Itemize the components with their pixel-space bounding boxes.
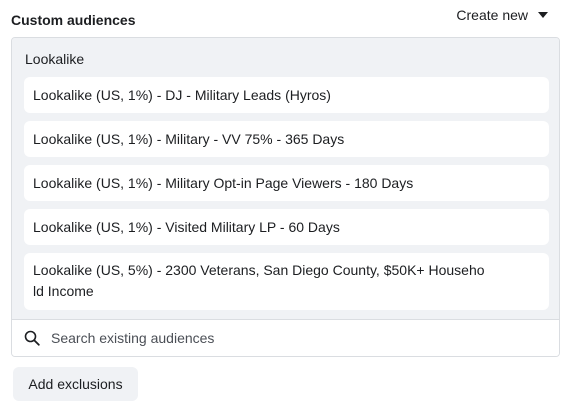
caret-down-icon (538, 12, 548, 18)
list-item[interactable]: Lookalike (US, 1%) - Military - VV 75% -… (24, 121, 549, 157)
list-item[interactable]: Lookalike (US, 1%) - Military Opt-in Pag… (24, 165, 549, 201)
list-item[interactable]: Lookalike (US, 1%) - DJ - Military Leads… (24, 77, 549, 113)
create-new-label: Create new (456, 7, 528, 23)
list-item[interactable]: Lookalike (US, 1%) - Visited Military LP… (24, 209, 549, 245)
create-new-dropdown[interactable]: Create new (456, 7, 548, 23)
section-title: Custom audiences (11, 12, 136, 28)
add-exclusions-button[interactable]: Add exclusions (13, 367, 138, 401)
list-item-label: Lookalike (US, 1%) - Military - VV 75% -… (33, 130, 345, 147)
list-item-label: Lookalike (US, 1%) - Visited Military LP… (33, 218, 340, 235)
audience-picker-panel: Lookalike Lookalike (US, 1%) - DJ - Mili… (11, 37, 560, 357)
list-item-label: Lookalike (US, 1%) - Military Opt-in Pag… (33, 174, 414, 191)
search-input[interactable] (51, 328, 531, 348)
search-icon (24, 330, 40, 346)
list-item-label: Lookalike (US, 1%) - DJ - Military Leads… (33, 86, 331, 103)
list-item[interactable]: Lookalike (US, 5%) - 2300 Veterans, San … (24, 253, 549, 310)
group-label: Lookalike (25, 51, 85, 67)
audience-list: Lookalike Lookalike (US, 1%) - DJ - Mili… (12, 38, 559, 320)
search-row (12, 320, 559, 356)
list-item-label: Lookalike (US, 5%) - 2300 Veterans, San … (33, 262, 485, 299)
